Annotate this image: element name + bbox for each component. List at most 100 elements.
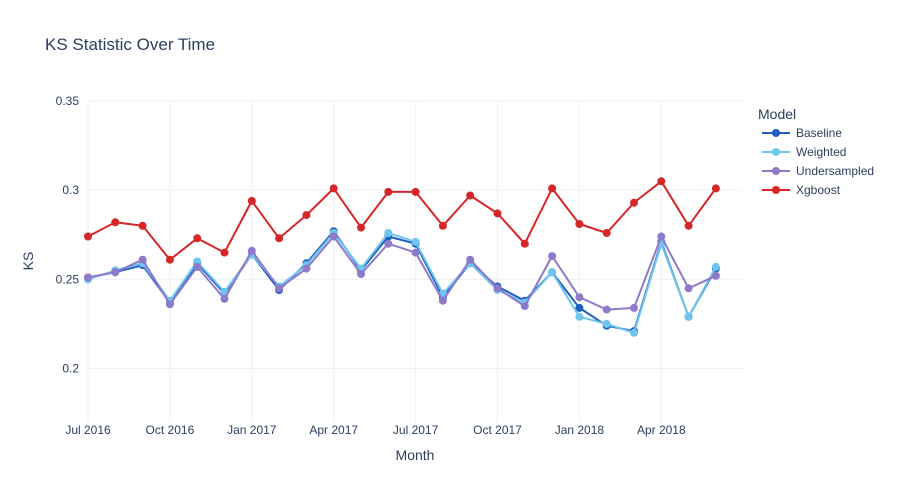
data-point-undersampled (138, 255, 147, 264)
legend-item-baseline: Baseline (762, 126, 842, 140)
data-point-weighted (602, 319, 611, 328)
data-point-weighted (575, 312, 584, 321)
y-axis-title: KS (20, 252, 36, 271)
data-point-xgboost (711, 184, 720, 193)
data-point-xgboost (602, 229, 611, 237)
legend-label: Undersampled (796, 164, 874, 178)
data-point-undersampled (302, 264, 311, 273)
series-line-undersampled (87, 235, 717, 311)
series-xgboost (84, 177, 720, 264)
data-point-undersampled (384, 239, 393, 248)
data-point-xgboost (302, 211, 311, 220)
legend-swatch-marker (772, 129, 780, 137)
data-point-undersampled (575, 293, 584, 302)
y-tick-label: 0.35 (56, 94, 80, 108)
data-point-xgboost (411, 187, 420, 196)
data-point-xgboost (630, 198, 638, 207)
data-point-undersampled (275, 284, 284, 293)
data-point-undersampled (602, 305, 611, 314)
data-point-undersampled (684, 284, 693, 293)
legend-items: Baseline Weighted Undersampled Xgboost (762, 126, 874, 197)
data-point-xgboost (193, 234, 202, 243)
data-point-undersampled (657, 232, 666, 241)
data-point-undersampled (220, 294, 229, 303)
legend-label: Baseline (796, 126, 842, 140)
data-point-weighted (630, 328, 638, 337)
x-tick-label: Jul 2017 (393, 423, 439, 437)
data-point-undersampled (520, 302, 529, 311)
legend-item-xgboost: Xgboost (762, 183, 841, 197)
x-tick-label: Oct 2016 (146, 423, 195, 437)
data-point-xgboost (384, 187, 393, 196)
legend-title: Model (758, 106, 796, 122)
data-point-xgboost (275, 234, 284, 243)
series-line-xgboost (87, 180, 717, 261)
data-point-xgboost (657, 177, 666, 186)
legend-item-undersampled: Undersampled (762, 164, 874, 178)
series-line-baseline (87, 230, 717, 333)
data-point-xgboost (247, 196, 256, 205)
x-axis-title: Month (396, 447, 435, 463)
data-point-xgboost (493, 209, 502, 218)
legend-item-weighted: Weighted (762, 145, 846, 159)
y-tick-labels: 0.2 0.25 0.3 0.35 (56, 94, 80, 376)
data-point-xgboost (329, 184, 338, 193)
x-tick-label: Oct 2017 (473, 423, 522, 437)
data-point-undersampled (84, 273, 92, 282)
legend-label: Xgboost (796, 183, 841, 197)
y-tick-label: 0.25 (56, 272, 80, 286)
data-point-weighted (548, 268, 557, 277)
data-point-undersampled (630, 303, 638, 312)
y-tick-label: 0.3 (62, 183, 79, 197)
data-point-weighted (411, 237, 420, 246)
y-tick-label: 0.2 (62, 362, 79, 376)
data-point-undersampled (357, 270, 365, 278)
data-point-weighted (684, 312, 693, 321)
data-point-baseline (575, 303, 584, 312)
legend-swatch-marker (772, 148, 780, 156)
data-point-undersampled (193, 262, 202, 271)
legend-label: Weighted (796, 145, 846, 159)
x-tick-label: Apr 2018 (637, 423, 686, 437)
x-tick-label: Jan 2017 (227, 423, 277, 437)
data-point-xgboost (138, 221, 147, 230)
data-point-undersampled (411, 248, 420, 257)
data-point-undersampled (247, 246, 256, 255)
series-line-weighted (87, 232, 717, 334)
data-point-xgboost (111, 218, 120, 227)
data-point-undersampled (111, 268, 120, 277)
series-weighted (84, 229, 720, 337)
data-point-weighted (711, 262, 720, 271)
data-point-xgboost (684, 221, 693, 230)
chart-title: KS Statistic Over Time (45, 35, 215, 54)
series-baseline (84, 227, 720, 336)
data-point-undersampled (493, 284, 502, 293)
data-point-weighted (384, 229, 393, 237)
data-point-xgboost (165, 255, 174, 264)
data-point-xgboost (84, 232, 92, 241)
data-point-undersampled (711, 271, 720, 280)
x-tick-label: Jan 2018 (555, 423, 605, 437)
data-point-xgboost (520, 239, 529, 248)
x-tick-label: Apr 2017 (309, 423, 358, 437)
x-tick-label: Jul 2016 (65, 423, 111, 437)
data-point-xgboost (357, 223, 365, 232)
legend: Model Baseline Weighted Undersampled Xgboos… (758, 106, 874, 197)
x-tick-labels: Jul 2016 Oct 2016 Jan 2017 Apr 2017 Jul 2017… (65, 423, 686, 437)
data-point-undersampled (165, 300, 174, 309)
data-point-xgboost (466, 191, 475, 200)
data-point-undersampled (329, 232, 338, 241)
data-point-undersampled (548, 252, 557, 261)
data-point-xgboost (220, 248, 229, 257)
series-layer (84, 177, 720, 337)
data-point-xgboost (575, 220, 584, 228)
legend-swatch-marker (772, 167, 780, 175)
legend-swatch-marker (772, 186, 780, 194)
grid-layer (87, 100, 742, 422)
series-undersampled (84, 232, 720, 314)
data-point-xgboost (548, 184, 557, 193)
data-point-undersampled (466, 255, 475, 264)
data-point-xgboost (438, 221, 447, 230)
data-point-undersampled (438, 296, 447, 305)
